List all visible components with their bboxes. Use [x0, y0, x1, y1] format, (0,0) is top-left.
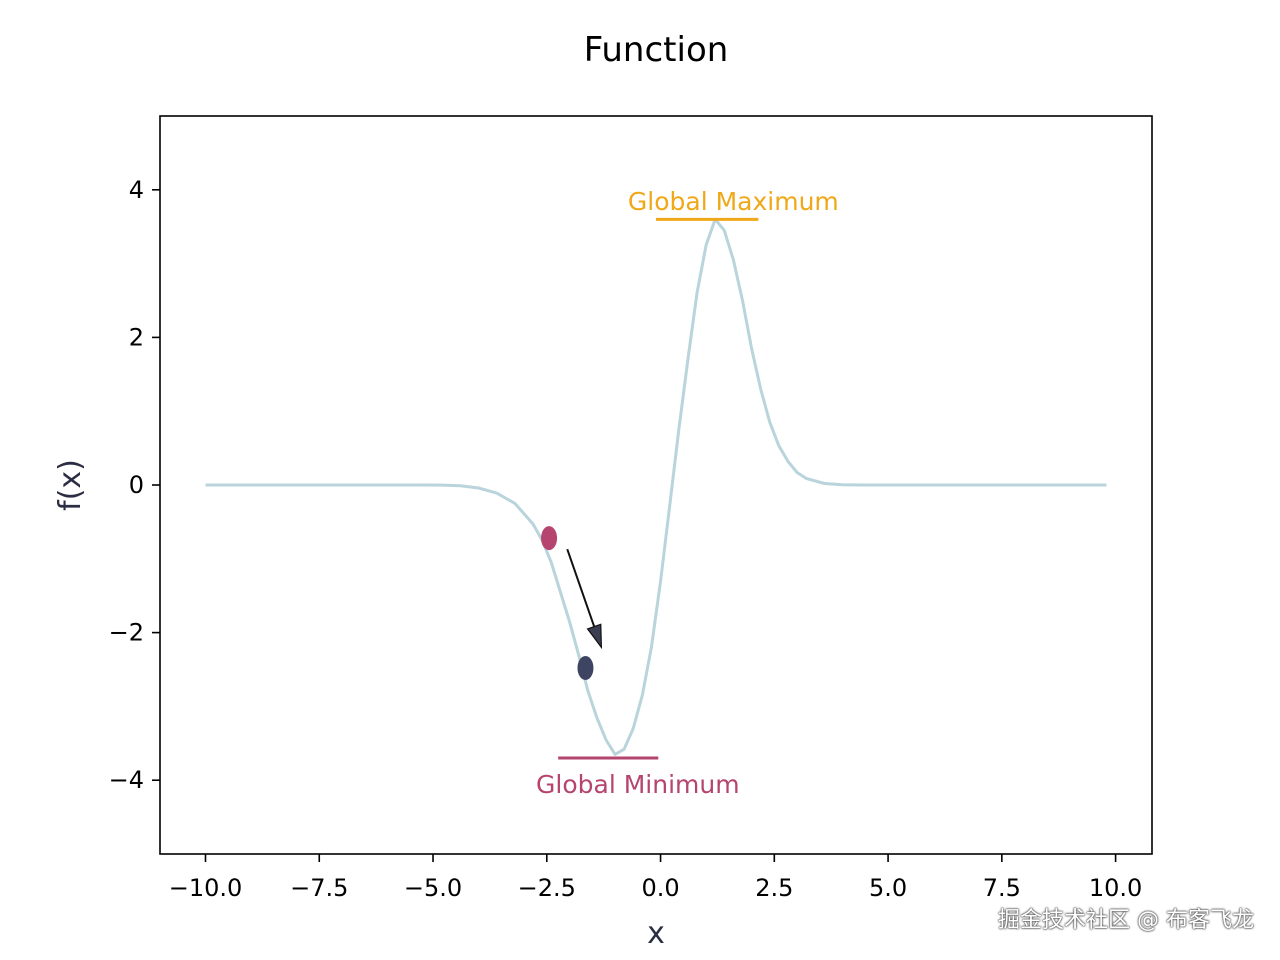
y-tick-label: 0 [129, 471, 144, 499]
y-tick-label: 2 [129, 323, 144, 351]
annotation-label: Global Maximum [628, 187, 839, 216]
x-tick-label: −2.5 [518, 874, 576, 902]
watermark-text: 掘金技术社区 @ 布客飞龙 [998, 908, 1254, 933]
x-tick-label: 5.0 [869, 874, 907, 902]
annotation-layer: Global Maximum Global Minimum [536, 187, 839, 799]
gradient-arrow-shaft [566, 548, 596, 627]
x-tick-label: 0.0 [641, 874, 679, 902]
x-tick-label: −10.0 [169, 874, 243, 902]
x-tick-label: 10.0 [1089, 874, 1142, 902]
gradient-arrow-head [586, 623, 603, 650]
chart-title: Function [584, 30, 729, 70]
series-layer [205, 217, 1107, 756]
y-tick-label: −2 [109, 619, 144, 647]
x-tick-label: 2.5 [755, 874, 793, 902]
y-tick-label: −4 [109, 766, 144, 794]
data-point-marker [577, 656, 594, 681]
x-axis-label: x [647, 916, 665, 951]
y-tick-label: 4 [129, 176, 144, 204]
axis-ticks: −10.0 −7.5 −5.0 −2.5 0.0 2.5 5.0 7.5 10.0 −4 −2 0 2 4 [109, 176, 1143, 902]
y-axis-label: f(x) [53, 459, 88, 511]
point-layer [541, 526, 594, 681]
x-tick-label: −5.0 [404, 874, 462, 902]
data-point-marker [541, 526, 558, 551]
x-tick-label: 7.5 [983, 874, 1021, 902]
function-curve-line [205, 217, 1107, 756]
annotation-label: Global Minimum [536, 770, 740, 799]
x-tick-label: −7.5 [290, 874, 348, 902]
